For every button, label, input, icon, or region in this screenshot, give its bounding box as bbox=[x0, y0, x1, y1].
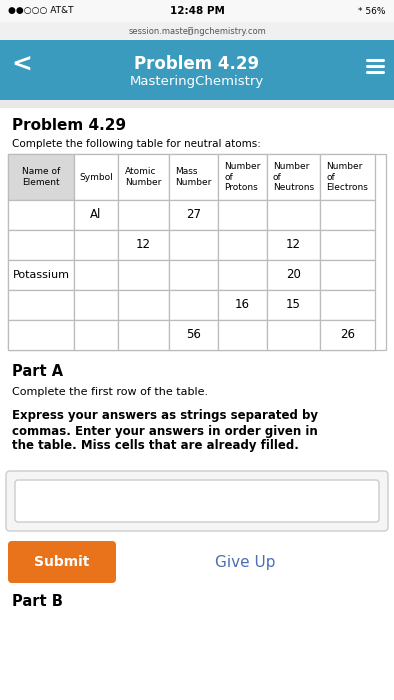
Bar bbox=[320, 320, 375, 350]
FancyBboxPatch shape bbox=[6, 471, 388, 531]
Bar bbox=[218, 260, 267, 290]
Bar bbox=[169, 200, 218, 230]
Bar bbox=[267, 154, 320, 200]
Bar bbox=[8, 154, 74, 200]
Text: 🔒: 🔒 bbox=[188, 27, 192, 36]
Text: ●●○○○ AT&T: ●●○○○ AT&T bbox=[8, 6, 74, 15]
Bar bbox=[8, 320, 74, 350]
Bar bbox=[320, 154, 375, 200]
Text: Number
of
Electrons: Number of Electrons bbox=[326, 162, 368, 193]
Text: Name of
Element: Name of Element bbox=[22, 167, 60, 187]
Bar bbox=[169, 154, 218, 200]
Bar bbox=[218, 290, 267, 320]
Text: Symbol: Symbol bbox=[79, 172, 113, 181]
Bar bbox=[267, 260, 320, 290]
Bar bbox=[118, 230, 169, 260]
Bar bbox=[74, 290, 118, 320]
Text: Express your answers as strings separated by: Express your answers as strings separate… bbox=[12, 410, 318, 423]
Text: Complete the first row of the table.: Complete the first row of the table. bbox=[12, 387, 208, 397]
Text: 27: 27 bbox=[186, 209, 201, 221]
Bar bbox=[74, 320, 118, 350]
Text: Number
of
Neutrons: Number of Neutrons bbox=[273, 162, 314, 193]
Bar bbox=[8, 200, 74, 230]
Text: commas. Enter your answers in order given in: commas. Enter your answers in order give… bbox=[12, 424, 318, 438]
Bar bbox=[0, 40, 394, 100]
Bar bbox=[169, 290, 218, 320]
Text: 15: 15 bbox=[286, 298, 301, 312]
Bar bbox=[218, 154, 267, 200]
Bar bbox=[169, 260, 218, 290]
Bar bbox=[218, 320, 267, 350]
Text: Part A: Part A bbox=[12, 365, 63, 379]
Bar bbox=[118, 154, 169, 200]
Text: * 56%: * 56% bbox=[359, 6, 386, 15]
Bar bbox=[8, 290, 74, 320]
Bar bbox=[267, 230, 320, 260]
Bar bbox=[320, 260, 375, 290]
Text: Number
of
Protons: Number of Protons bbox=[224, 162, 260, 193]
Bar bbox=[74, 154, 118, 200]
Text: 12: 12 bbox=[136, 239, 151, 251]
Text: session.masteringchemistry.com: session.masteringchemistry.com bbox=[128, 27, 266, 36]
Bar bbox=[118, 200, 169, 230]
Text: Problem 4.29: Problem 4.29 bbox=[134, 55, 260, 73]
Bar bbox=[8, 154, 386, 350]
Bar bbox=[8, 230, 74, 260]
Text: Complete the following table for neutral atoms:: Complete the following table for neutral… bbox=[12, 139, 261, 149]
Text: Submit: Submit bbox=[34, 555, 90, 569]
Bar bbox=[118, 290, 169, 320]
Bar bbox=[267, 200, 320, 230]
Bar bbox=[320, 200, 375, 230]
Bar bbox=[320, 230, 375, 260]
Bar bbox=[0, 108, 394, 700]
Bar bbox=[0, 22, 394, 40]
Text: the table. Miss cells that are already filled.: the table. Miss cells that are already f… bbox=[12, 440, 299, 452]
Bar bbox=[118, 320, 169, 350]
Bar bbox=[74, 260, 118, 290]
Bar bbox=[74, 230, 118, 260]
Bar bbox=[0, 0, 394, 22]
Bar bbox=[218, 200, 267, 230]
Bar bbox=[218, 230, 267, 260]
Text: Give Up: Give Up bbox=[215, 554, 275, 570]
Text: Problem 4.29: Problem 4.29 bbox=[12, 118, 126, 134]
Text: 12:48 PM: 12:48 PM bbox=[169, 6, 225, 16]
Text: 26: 26 bbox=[340, 328, 355, 342]
Bar bbox=[118, 260, 169, 290]
FancyBboxPatch shape bbox=[15, 480, 379, 522]
Text: Part B: Part B bbox=[12, 594, 63, 608]
Bar bbox=[8, 260, 74, 290]
FancyBboxPatch shape bbox=[8, 541, 116, 583]
Text: Atomic
Number: Atomic Number bbox=[125, 167, 161, 187]
Text: Mass
Number: Mass Number bbox=[175, 167, 212, 187]
Text: 16: 16 bbox=[235, 298, 250, 312]
Bar bbox=[169, 230, 218, 260]
Bar bbox=[0, 100, 394, 108]
Text: 56: 56 bbox=[186, 328, 201, 342]
Text: Al: Al bbox=[90, 209, 102, 221]
Bar bbox=[169, 320, 218, 350]
Text: 12: 12 bbox=[286, 239, 301, 251]
Text: Potassium: Potassium bbox=[13, 270, 70, 280]
Bar bbox=[267, 290, 320, 320]
Bar bbox=[267, 320, 320, 350]
Text: MasteringChemistry: MasteringChemistry bbox=[130, 76, 264, 88]
Bar bbox=[74, 200, 118, 230]
Text: <: < bbox=[11, 53, 32, 77]
Bar bbox=[320, 290, 375, 320]
Text: 20: 20 bbox=[286, 269, 301, 281]
